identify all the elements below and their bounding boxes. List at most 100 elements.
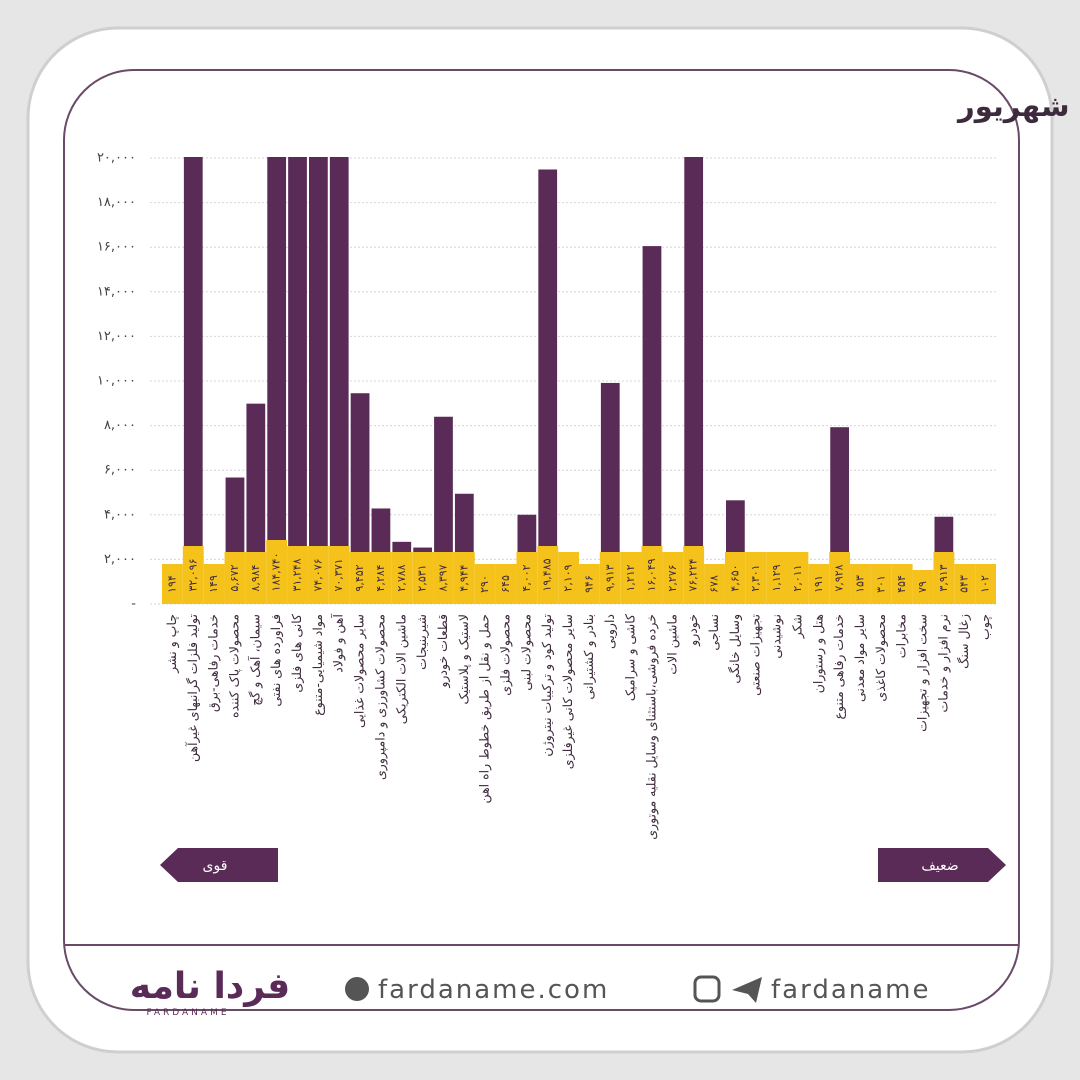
bar bbox=[350, 393, 370, 604]
x-tick-label: نرم افزار و خدمات bbox=[935, 614, 951, 713]
value-label: ۸,۳۹۷ bbox=[436, 564, 449, 591]
label-box bbox=[495, 564, 517, 604]
x-tick-label: فراورده های نفتی bbox=[268, 614, 284, 707]
x-tick-label: کاشی و سرامیک bbox=[623, 614, 639, 701]
value-label: ۲,۵۳۱ bbox=[416, 564, 429, 591]
x-tick-label: مواد شیمیایی-متنوع bbox=[310, 614, 326, 716]
x-tick-label: سخت افزار و تجهیزات bbox=[915, 614, 931, 732]
value-label: ۴,۲۸۴ bbox=[374, 564, 387, 591]
website: fardaname.com bbox=[378, 975, 609, 1005]
x-tick-label: سایر محصولات غذایی bbox=[352, 614, 368, 728]
value-label: ۴,۹۴۴ bbox=[457, 564, 470, 591]
x-tick-label: وسایل خانگی bbox=[727, 614, 743, 684]
label-box bbox=[162, 564, 183, 604]
label-box bbox=[724, 552, 746, 604]
x-tick-label: سایر مواد معدنی bbox=[852, 614, 868, 702]
y-tick-label: ۸,۰۰۰ bbox=[104, 418, 136, 433]
value-label: ۱۵۳ bbox=[853, 575, 866, 593]
value-label: ۷۴,۰۷۶ bbox=[311, 558, 324, 591]
label-box bbox=[683, 546, 705, 604]
label-box bbox=[850, 564, 871, 604]
x-tick-label: دارویی bbox=[602, 614, 618, 649]
value-label: ۷۹ bbox=[916, 581, 929, 593]
x-tick-label: نوشیدنی bbox=[769, 614, 785, 659]
social: fardaname bbox=[771, 975, 931, 1005]
value-label: ۱۹۱ bbox=[812, 575, 825, 593]
label-box bbox=[954, 564, 976, 604]
value-label: ۲,۳۰۱ bbox=[749, 564, 762, 591]
label-box bbox=[933, 552, 955, 604]
label-box bbox=[328, 546, 350, 604]
label-box bbox=[412, 552, 434, 604]
label-box bbox=[620, 552, 642, 604]
label-box bbox=[745, 552, 767, 604]
x-tick-label: مخابرات bbox=[894, 614, 910, 658]
x-tick-label: خودرو bbox=[685, 614, 701, 647]
value-label: ۹,۴۵۲ bbox=[353, 564, 366, 591]
x-tick-label: چوب bbox=[977, 614, 993, 640]
label-box bbox=[558, 552, 579, 604]
value-label: ۱۴۹ bbox=[207, 575, 220, 593]
bar bbox=[329, 157, 349, 604]
bar bbox=[308, 157, 328, 604]
value-label: ۴,۶۵۰ bbox=[728, 564, 741, 591]
label-box bbox=[537, 546, 559, 604]
bar bbox=[183, 157, 203, 604]
bar bbox=[288, 157, 307, 604]
globe-icon bbox=[345, 977, 369, 1001]
x-tick-label: بنادر و کشتیرانی bbox=[581, 614, 597, 700]
x-tick-label: تجهیزات صنعتی bbox=[748, 613, 764, 695]
weak-label: ضعیف bbox=[921, 858, 958, 874]
value-label: ۲,۷۸۸ bbox=[395, 564, 408, 591]
bar bbox=[684, 157, 704, 604]
chart-title: رتبه‌بندی صنایع تولیدی بر اساس فروش مقای… bbox=[956, 89, 1080, 123]
x-tick-label: کانی های فلزی bbox=[289, 614, 305, 693]
value-label: ۴۵۴ bbox=[895, 575, 908, 593]
value-label: ۱۶,۰۴۹ bbox=[645, 558, 658, 591]
bar bbox=[642, 246, 662, 604]
bar bbox=[538, 169, 558, 604]
label-box bbox=[453, 552, 475, 604]
label-box bbox=[266, 540, 288, 604]
x-tick-label: محصولات کاغذی bbox=[873, 614, 889, 702]
label-box bbox=[975, 564, 996, 604]
label-box bbox=[808, 564, 830, 604]
label-box bbox=[891, 564, 913, 604]
x-tick-label: قطعات خودرو bbox=[435, 614, 451, 689]
label-box bbox=[599, 552, 621, 604]
value-label: ۵۴۳ bbox=[958, 575, 971, 593]
x-tick-label: شکر bbox=[789, 614, 805, 639]
x-tick-label: سیمان، آهک و گچ bbox=[247, 614, 263, 706]
value-label: ۸,۹۸۴ bbox=[249, 564, 262, 591]
value-label: ۷,۹۲۸ bbox=[833, 564, 846, 591]
strong-label: قوی bbox=[203, 858, 228, 874]
label-box bbox=[662, 552, 684, 604]
y-tick-label: ۱۰,۰۰۰ bbox=[97, 374, 136, 389]
y-tick-label: ۴,۰۰۰ bbox=[104, 507, 136, 522]
strong-badge bbox=[160, 848, 278, 882]
x-tick-label: محصولات لبنی bbox=[518, 614, 534, 691]
label-box bbox=[287, 546, 308, 604]
label-box bbox=[245, 552, 267, 604]
logo: فردا نامه bbox=[130, 966, 290, 1007]
labels: ۱۹۴ چاپ و نشر ۳۲,۰۹۶ تولید فلزات گرانبهای غ… bbox=[162, 540, 996, 840]
x-tick-label: تولید کود و ترکیبات نیتروژن bbox=[539, 613, 555, 756]
value-label: ۹۴۶ bbox=[582, 575, 595, 593]
label-box bbox=[224, 552, 246, 604]
label-box bbox=[870, 564, 892, 604]
instagram-icon bbox=[693, 975, 721, 1003]
x-tick-label: شیرینیجات bbox=[414, 614, 430, 670]
telegram-icon bbox=[732, 977, 762, 1003]
x-tick-label: تولید فلزات گرانبهای غیرآهن bbox=[185, 613, 201, 761]
value-label: ۲,۱۰۹ bbox=[562, 564, 575, 591]
label-box bbox=[787, 552, 809, 604]
value-label: ۳۰۱ bbox=[874, 575, 887, 593]
x-tick-label: خدمات رفاهی-برق bbox=[206, 614, 222, 712]
x-tick-label: محصولات فلزی bbox=[498, 614, 514, 696]
label-box bbox=[203, 564, 225, 604]
label-box bbox=[349, 552, 371, 604]
y-tick-label: - bbox=[131, 597, 136, 612]
label-box bbox=[391, 552, 413, 604]
value-label: ۱,۲۱۲ bbox=[624, 564, 637, 591]
